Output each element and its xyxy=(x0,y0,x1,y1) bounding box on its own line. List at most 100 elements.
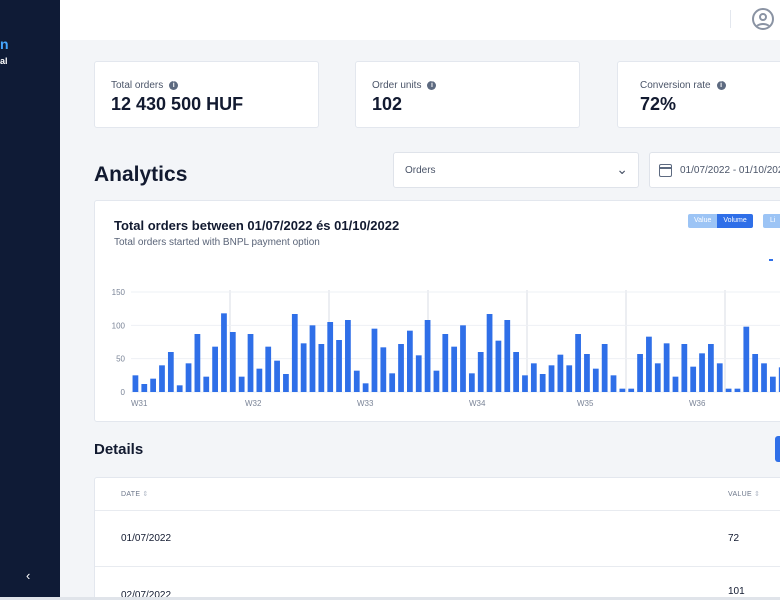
chart-bar[interactable] xyxy=(362,383,369,392)
chart-bar[interactable] xyxy=(274,360,280,392)
chart-bar[interactable] xyxy=(442,334,449,392)
chart-bar[interactable] xyxy=(663,343,670,392)
chart-bar[interactable] xyxy=(752,354,759,392)
chart-bar[interactable] xyxy=(291,314,298,392)
chart-bar[interactable] xyxy=(203,376,210,392)
chart-bar[interactable] xyxy=(345,320,351,392)
chart-bar[interactable] xyxy=(380,347,387,392)
value-volume-toggle: Value Volume xyxy=(688,214,753,228)
kpi-label: Conversion rate xyxy=(640,80,711,91)
chart-bar[interactable] xyxy=(309,325,316,392)
chart-bar[interactable] xyxy=(539,374,546,392)
chart-bar[interactable] xyxy=(495,340,502,392)
chart-bar[interactable] xyxy=(637,354,643,392)
x-tick-label: W34 xyxy=(469,399,486,408)
chart-bar[interactable] xyxy=(141,384,148,392)
legend-marker xyxy=(769,259,773,261)
chart-bar[interactable] xyxy=(743,326,750,392)
export-button[interactable] xyxy=(775,436,780,462)
chart-bar[interactable] xyxy=(769,376,776,392)
metric-select-value: Orders xyxy=(405,165,436,176)
chart-bar[interactable] xyxy=(530,363,537,392)
chart-bar[interactable] xyxy=(221,313,227,392)
chart-bar[interactable] xyxy=(318,344,325,392)
chart-bar[interactable] xyxy=(194,334,201,392)
kpi-value: 12 430 500 HUF xyxy=(111,94,244,114)
details-title: Details xyxy=(94,441,144,458)
chart-bar[interactable] xyxy=(185,363,192,392)
chart-bar[interactable] xyxy=(353,370,360,392)
column-header-date[interactable]: DATE ⇕ xyxy=(121,491,149,498)
chart-bar[interactable] xyxy=(601,344,608,392)
chart-bar[interactable] xyxy=(229,332,236,392)
chart-bar[interactable] xyxy=(300,343,307,392)
toggle-volume[interactable]: Volume xyxy=(717,214,753,228)
calendar-icon xyxy=(659,164,672,177)
chart-bar[interactable] xyxy=(212,346,218,392)
chart-bar[interactable] xyxy=(460,325,466,392)
info-icon[interactable]: i xyxy=(716,81,726,90)
chart-bar[interactable] xyxy=(327,322,334,392)
chart-bar[interactable] xyxy=(407,330,413,392)
chevron-left-icon[interactable]: ‹ xyxy=(26,568,31,583)
chart-bar[interactable] xyxy=(725,388,732,392)
chart-bar[interactable] xyxy=(628,388,635,392)
user-circle-icon[interactable] xyxy=(752,8,774,30)
chart-bar[interactable] xyxy=(575,334,581,392)
chart-bar[interactable] xyxy=(167,352,174,392)
chart-bar[interactable] xyxy=(778,367,780,392)
chart-bar[interactable] xyxy=(548,365,555,392)
chart-bar[interactable] xyxy=(371,328,378,392)
chart-bar[interactable] xyxy=(646,336,652,392)
y-tick-label: 100 xyxy=(112,321,126,330)
chart-bar[interactable] xyxy=(424,320,431,392)
chart-bar[interactable] xyxy=(398,344,404,392)
chart-bar[interactable] xyxy=(557,354,564,392)
chart-bar[interactable] xyxy=(477,352,484,392)
chart-bar[interactable] xyxy=(247,334,254,392)
chart-bar[interactable] xyxy=(681,344,688,392)
chart-bar[interactable] xyxy=(389,373,396,392)
chart-bar[interactable] xyxy=(336,340,342,392)
chart-bar[interactable] xyxy=(610,375,617,392)
chart-bar[interactable] xyxy=(176,385,183,392)
bottom-border xyxy=(0,597,780,600)
chart-bar[interactable] xyxy=(504,320,511,392)
kpi-order-units: Order units i 102 xyxy=(355,61,580,128)
chart-bar[interactable] xyxy=(592,368,599,392)
toggle-value[interactable]: Value xyxy=(688,214,718,228)
chart-bar[interactable] xyxy=(716,363,723,392)
chart-bar[interactable] xyxy=(159,365,165,392)
chart-bar[interactable] xyxy=(132,375,139,392)
y-tick-label: 150 xyxy=(112,288,126,297)
chart-subtitle: Total orders started with BNPL payment o… xyxy=(114,237,320,248)
chart-bar[interactable] xyxy=(513,352,519,392)
info-icon[interactable]: i xyxy=(169,81,179,90)
chart-bar[interactable] xyxy=(708,344,714,392)
metric-select[interactable]: Orders ⌄ xyxy=(393,152,639,188)
column-header-value[interactable]: VALUE ⇕ xyxy=(728,491,761,498)
chart-bar[interactable] xyxy=(654,363,661,392)
chart-bar[interactable] xyxy=(468,373,475,392)
chart-bar[interactable] xyxy=(619,388,626,392)
chart-bar[interactable] xyxy=(433,370,440,392)
chart-bar[interactable] xyxy=(690,366,697,392)
chart-bar[interactable] xyxy=(451,346,458,392)
chart-bar[interactable] xyxy=(238,376,245,392)
chart-bar[interactable] xyxy=(672,376,679,392)
chart-bar[interactable] xyxy=(283,374,289,392)
chart-bar[interactable] xyxy=(415,355,422,392)
chart-bar[interactable] xyxy=(256,368,263,392)
chart-bar[interactable] xyxy=(761,363,767,392)
chart-bar[interactable] xyxy=(265,346,272,392)
chart-bar[interactable] xyxy=(566,365,573,392)
chart-bar[interactable] xyxy=(699,353,705,392)
chart-bar[interactable] xyxy=(584,354,590,392)
chart-bar[interactable] xyxy=(150,378,157,392)
info-icon[interactable]: i xyxy=(427,81,437,90)
chart-bar[interactable] xyxy=(734,388,741,392)
chart-type-toggle[interactable]: Li xyxy=(763,214,780,228)
date-range-picker[interactable]: 01/07/2022 - 01/10/2022 xyxy=(649,152,780,188)
chart-bar[interactable] xyxy=(522,375,528,392)
chart-bar[interactable] xyxy=(486,314,493,392)
